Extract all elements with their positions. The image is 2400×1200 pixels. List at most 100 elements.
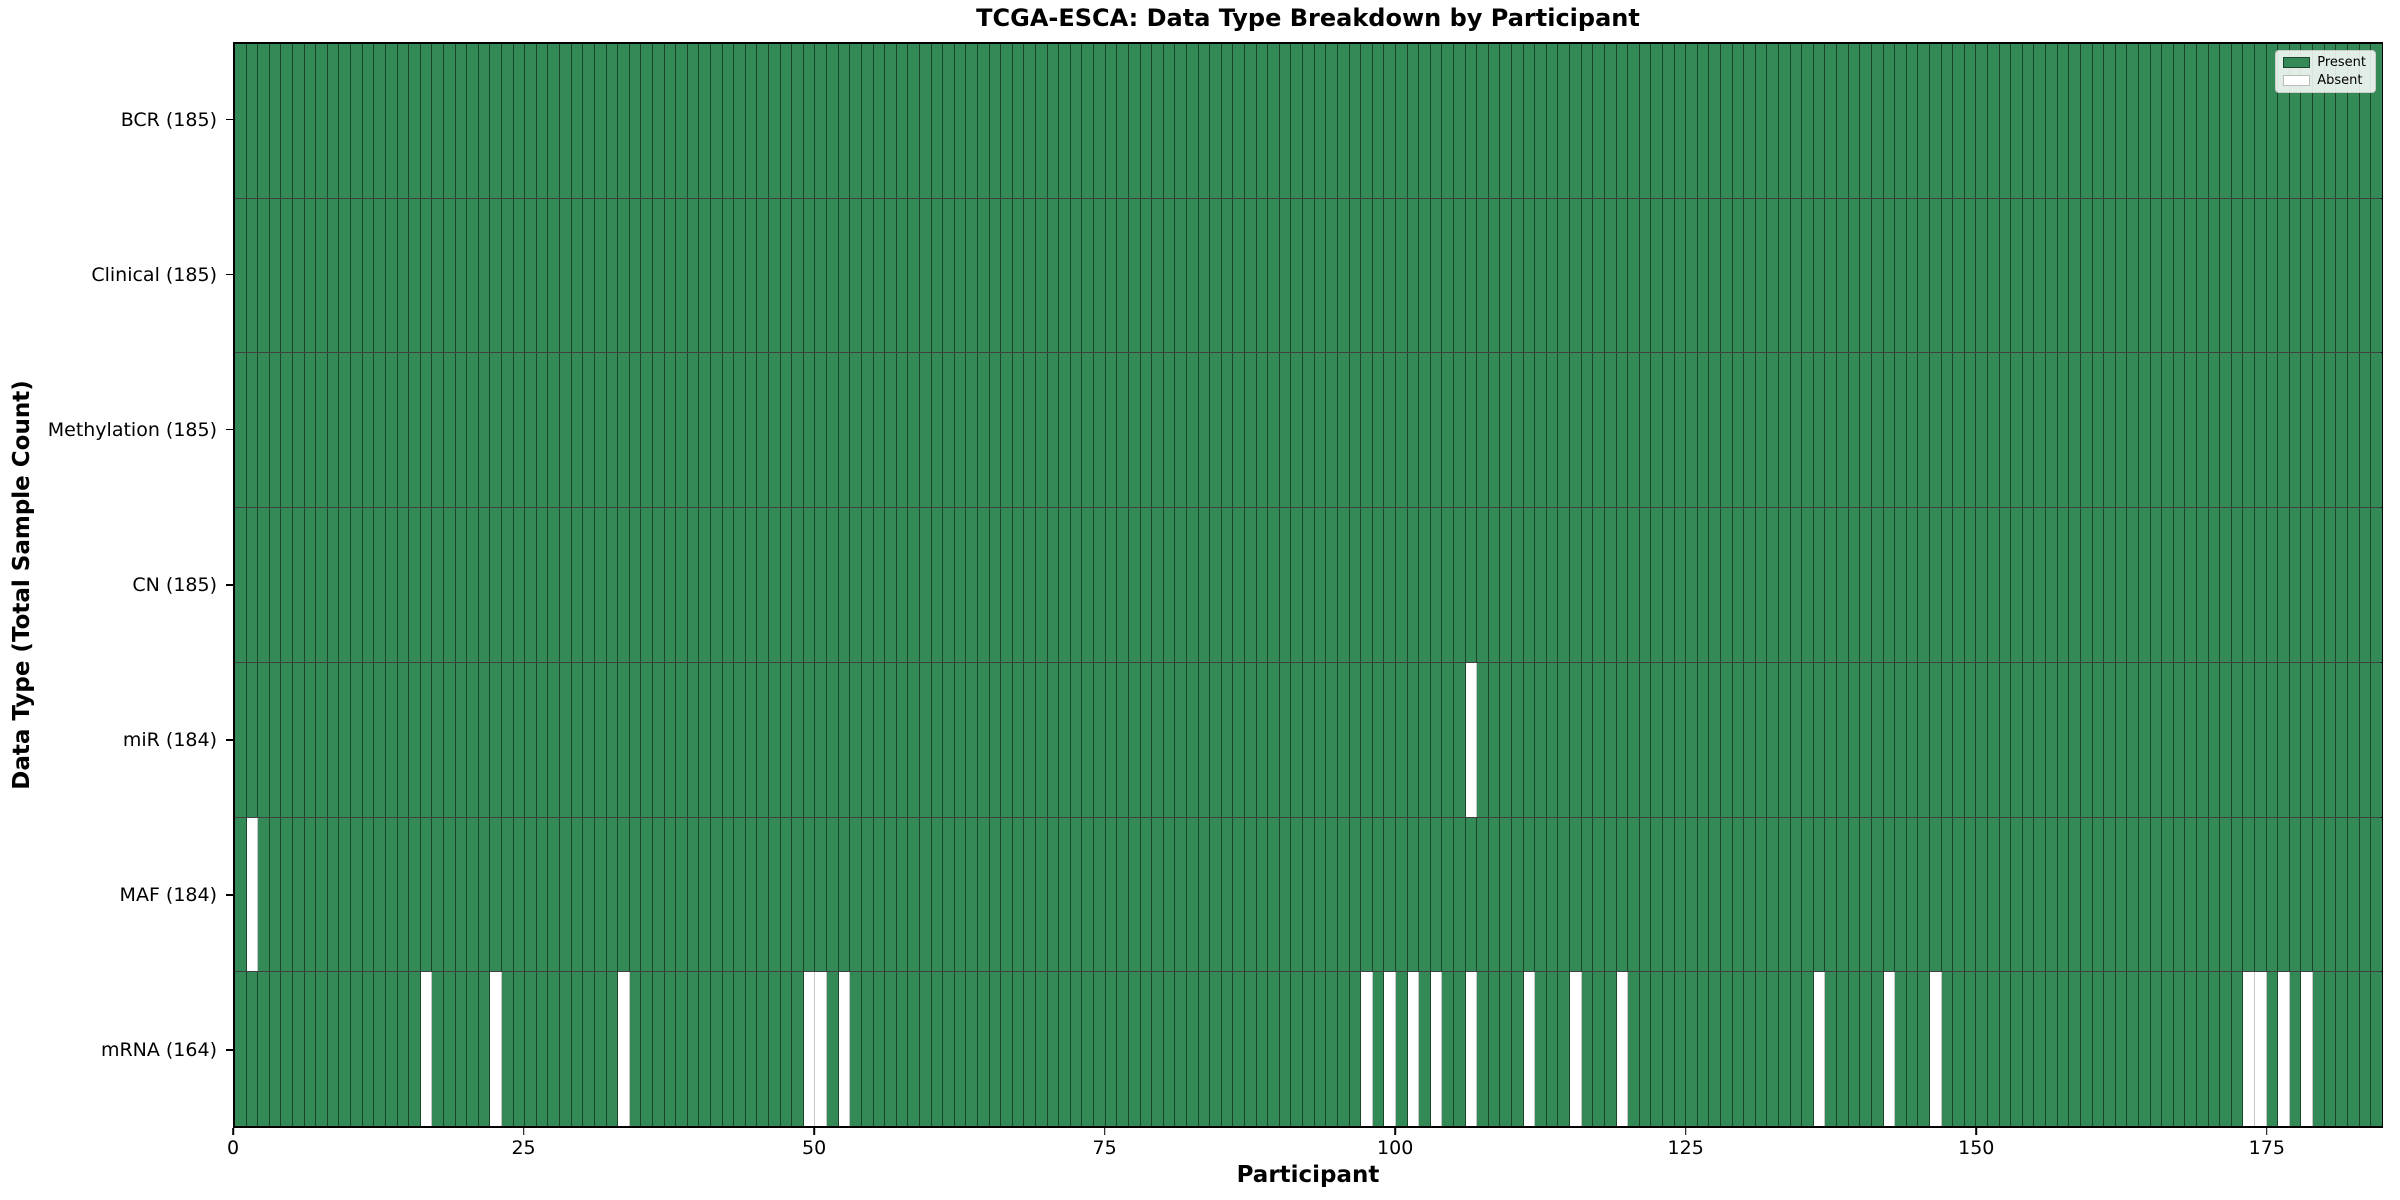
presence-cell bbox=[1779, 508, 1791, 662]
presence-cell bbox=[2243, 44, 2256, 198]
presence-cell bbox=[1883, 662, 1896, 817]
presence-cell bbox=[1721, 353, 1733, 508]
presence-cell bbox=[885, 44, 897, 198]
presence-cell bbox=[1535, 662, 1547, 817]
presence-cell bbox=[1419, 972, 1431, 1127]
presence-cell bbox=[1047, 353, 1060, 508]
presence-cell bbox=[2057, 662, 2070, 817]
presence-cell bbox=[1303, 508, 1315, 662]
presence-cell bbox=[1964, 972, 1977, 1127]
presence-cell bbox=[1500, 44, 1513, 198]
presence-cell bbox=[1012, 817, 1025, 972]
presence-cell bbox=[699, 972, 711, 1127]
presence-cell bbox=[1407, 508, 1420, 662]
presence-cell bbox=[2115, 972, 2128, 1127]
presence-cell bbox=[293, 508, 305, 662]
presence-cell bbox=[710, 198, 723, 353]
presence-cell bbox=[966, 353, 978, 508]
presence-cell bbox=[664, 353, 677, 508]
presence-cell bbox=[1604, 353, 1617, 508]
presence-cell bbox=[1221, 353, 1234, 508]
presence-cell bbox=[1500, 353, 1513, 508]
presence-cell bbox=[1210, 353, 1222, 508]
presence-cell bbox=[2220, 662, 2232, 817]
presence-cell bbox=[1303, 353, 1315, 508]
presence-cell bbox=[560, 353, 572, 508]
presence-cell bbox=[606, 662, 619, 817]
presence-cell bbox=[1268, 198, 1280, 353]
presence-cell bbox=[1941, 817, 1954, 972]
presence-cell bbox=[931, 198, 944, 353]
presence-cell bbox=[1419, 508, 1431, 662]
presence-cell bbox=[1604, 817, 1617, 972]
presence-cell bbox=[1024, 198, 1037, 353]
presence-cell bbox=[954, 198, 967, 353]
presence-cell bbox=[2080, 508, 2093, 662]
presence-cell bbox=[978, 353, 990, 508]
presence-cell bbox=[443, 972, 456, 1127]
presence-cell bbox=[1372, 353, 1385, 508]
presence-cell bbox=[409, 44, 421, 198]
presence-cell bbox=[989, 353, 1002, 508]
presence-cell bbox=[513, 198, 526, 353]
presence-cell bbox=[1976, 662, 1989, 817]
presence-cell bbox=[1279, 44, 1292, 198]
presence-cell bbox=[2150, 198, 2163, 353]
presence-cell bbox=[1558, 44, 1571, 198]
presence-cell bbox=[281, 44, 294, 198]
presence-cell bbox=[490, 44, 503, 198]
presence-cell bbox=[919, 662, 932, 817]
presence-cell bbox=[1825, 44, 1838, 198]
presence-cell bbox=[583, 44, 595, 198]
presence-cell bbox=[1512, 972, 1524, 1127]
presence-cell bbox=[803, 353, 816, 508]
presence-cell bbox=[1477, 508, 1489, 662]
presence-cell bbox=[2347, 972, 2360, 1127]
presence-cell bbox=[316, 817, 328, 972]
presence-cell bbox=[827, 662, 839, 817]
presence-cell bbox=[432, 508, 444, 662]
presence-cell bbox=[1883, 44, 1896, 198]
presence-cell bbox=[954, 662, 967, 817]
presence-cell bbox=[861, 662, 874, 817]
presence-cell bbox=[722, 662, 735, 817]
presence-cell bbox=[1059, 44, 1071, 198]
presence-cell bbox=[2220, 44, 2232, 198]
presence-cell bbox=[1070, 198, 1083, 353]
presence-cell bbox=[618, 972, 630, 1127]
presence-cell bbox=[919, 972, 932, 1127]
presence-cell bbox=[1012, 972, 1025, 1127]
presence-cell bbox=[2278, 508, 2290, 662]
presence-cell bbox=[258, 353, 270, 508]
presence-cell bbox=[2196, 353, 2209, 508]
presence-cell bbox=[1825, 353, 1838, 508]
presence-cell bbox=[873, 972, 886, 1127]
presence-cell bbox=[1523, 662, 1536, 817]
presence-cell bbox=[943, 662, 955, 817]
presence-cell bbox=[362, 972, 375, 1127]
presence-cell bbox=[1337, 972, 1350, 1127]
presence-cell bbox=[1744, 817, 1756, 972]
presence-cell bbox=[1512, 508, 1524, 662]
presence-cell bbox=[1384, 44, 1396, 198]
presence-cell bbox=[1535, 508, 1547, 662]
presence-cell bbox=[734, 353, 746, 508]
presence-cell bbox=[2347, 198, 2360, 353]
presence-cell bbox=[1198, 817, 1211, 972]
presence-cell bbox=[478, 508, 491, 662]
presence-cell bbox=[1848, 353, 1861, 508]
presence-cell bbox=[1070, 817, 1083, 972]
presence-cell bbox=[409, 508, 421, 662]
legend-entry-label: Absent bbox=[2317, 73, 2363, 88]
presence-cell bbox=[1755, 817, 1768, 972]
y-tick-label: Methylation (185) bbox=[47, 418, 217, 441]
presence-cell bbox=[1883, 353, 1896, 508]
presence-cell bbox=[1477, 198, 1489, 353]
presence-cell bbox=[1210, 44, 1222, 198]
presence-cell bbox=[1256, 662, 1269, 817]
presence-cell bbox=[1825, 817, 1838, 972]
presence-cell bbox=[1175, 662, 1187, 817]
presence-cell bbox=[2022, 817, 2035, 972]
presence-cell bbox=[525, 972, 537, 1127]
presence-cell bbox=[2231, 353, 2244, 508]
